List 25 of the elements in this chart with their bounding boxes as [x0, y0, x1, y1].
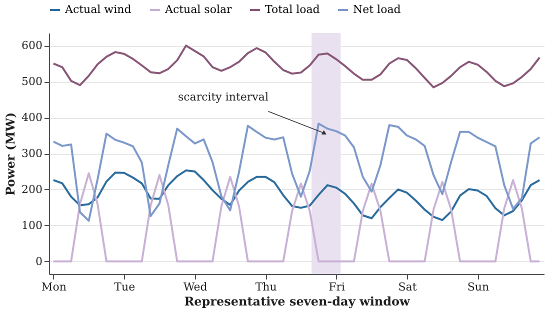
y-axis-title: Power (MW) — [4, 112, 18, 196]
y-tick-label: 0 — [36, 254, 42, 268]
y-tick-label: 100 — [22, 218, 42, 232]
annotation: scarcity interval — [178, 90, 269, 104]
y-tick-label: 400 — [22, 111, 42, 124]
y-tick-label: 200 — [22, 182, 42, 196]
x-tick-label: Tue — [114, 280, 136, 294]
line-series — [52, 169, 541, 222]
y-tick-label: 600 — [22, 39, 42, 52]
legend-label: Actual solar — [164, 3, 233, 16]
x-axis-title: Representative seven-day window — [184, 294, 410, 308]
y-tick-label: 500 — [22, 75, 42, 88]
y-tick-label: 300 — [22, 147, 42, 160]
line-series — [52, 122, 541, 222]
x-tick-label: Sun — [467, 280, 490, 294]
legend-label: Actual wind — [64, 3, 132, 16]
line-series — [52, 172, 541, 262]
x-tick-label: Thu — [255, 280, 277, 294]
legend-label: Net load — [353, 3, 401, 16]
x-tick-label: Mon — [41, 280, 66, 294]
x-tick-label: Fri — [328, 280, 346, 294]
x-tick-label: Wed — [183, 280, 208, 294]
legend-label: Total load — [265, 3, 320, 16]
line-series — [52, 44, 541, 88]
x-tick-label: Sat — [398, 280, 418, 294]
